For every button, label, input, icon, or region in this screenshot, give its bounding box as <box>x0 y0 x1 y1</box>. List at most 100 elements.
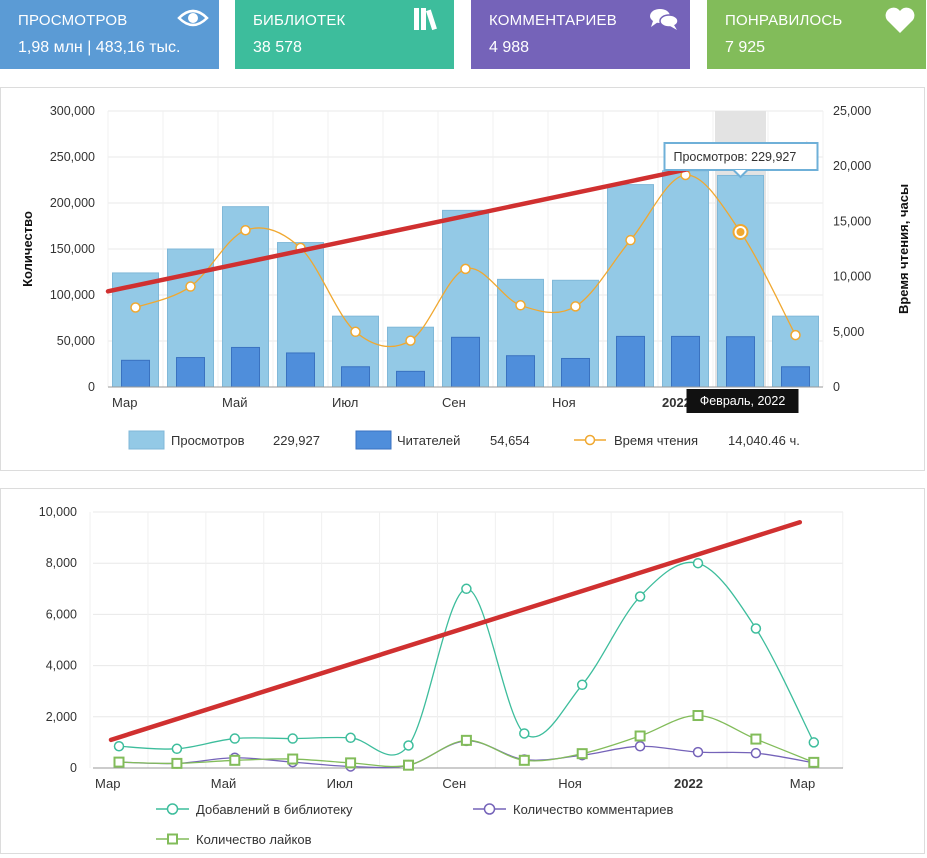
x-tick-label: Мар <box>790 776 815 791</box>
series-point <box>460 734 472 746</box>
point-reading-time <box>350 326 361 338</box>
x-tooltip-box <box>686 389 799 413</box>
bar-readers <box>451 336 480 388</box>
y2-axis-title: Время чтения, часы <box>896 184 911 314</box>
stat-tile-comments[interactable]: КОММЕНТАРИЕВ 4 988 <box>471 0 690 69</box>
x-tick-label: Мар <box>112 395 137 410</box>
stat-tile-likes[interactable]: ПОНРАВИЛОСЬ 7 925 <box>707 0 926 69</box>
stat-value: 4 988 <box>489 39 530 56</box>
point-reading-time <box>625 234 636 246</box>
bar-readers <box>231 346 260 388</box>
x-tick-label: Май <box>222 395 247 410</box>
x-tick-label: 2022 <box>674 776 703 791</box>
x-tick-label: Ноя <box>558 776 582 791</box>
legend-label: Время чтения <box>614 433 698 448</box>
legend-marker-reading-time <box>584 434 596 446</box>
legend-label: Количество комментариев <box>513 802 674 817</box>
series-point <box>750 623 762 634</box>
series-point <box>229 754 241 766</box>
y2-tick-label: 5,000 <box>833 325 864 339</box>
point-reading-time <box>130 302 141 313</box>
legend-swatch-readers <box>355 430 392 450</box>
x-tick-label: 2022 <box>662 395 691 410</box>
series-point <box>750 747 762 759</box>
y2-tick-label: 0 <box>833 380 840 394</box>
legend-label: Читателей <box>397 433 460 448</box>
series-point <box>171 757 183 769</box>
point-reading-time <box>240 224 251 236</box>
series-point <box>692 746 704 758</box>
series-point <box>634 730 646 742</box>
bar-readers <box>616 335 645 388</box>
y-tick-label: 200,000 <box>50 196 95 210</box>
y-tick-label: 250,000 <box>50 150 95 164</box>
tooltip-text: Просмотров: 229,927 <box>674 150 797 164</box>
heart-icon <box>885 7 915 33</box>
x-tick-label: Июл <box>332 395 358 410</box>
bar-readers <box>286 352 315 388</box>
x-tick-label: Мар <box>95 776 120 791</box>
y-tick-label: 0 <box>70 761 77 775</box>
series-point <box>461 583 472 595</box>
bar-readers <box>396 370 425 388</box>
y-tick-label: 4,000 <box>46 659 77 673</box>
legend-marker <box>167 833 178 845</box>
y-tick-label: 0 <box>88 380 95 394</box>
y2-tick-label: 20,000 <box>833 159 871 173</box>
trend-line <box>108 519 803 743</box>
series-point <box>113 740 125 752</box>
bar-readers <box>176 357 205 388</box>
series-point <box>634 740 646 752</box>
y2-tick-label: 15,000 <box>833 214 871 228</box>
x-tick-label: Июл <box>327 776 353 791</box>
bar-readers <box>671 335 700 388</box>
series-point <box>518 754 530 766</box>
series-point <box>692 557 704 569</box>
legend-label: Просмотров <box>171 433 245 448</box>
stat-value: 38 578 <box>253 39 302 56</box>
bar-readers <box>726 336 755 388</box>
y-tick-label: 300,000 <box>50 104 95 118</box>
books-icon <box>414 8 437 31</box>
bar-readers <box>121 359 150 388</box>
y2-tick-label: 25,000 <box>833 104 871 118</box>
stat-tile-libraries[interactable]: БИБЛИОТЕК 38 578 <box>235 0 454 69</box>
point-reading-time <box>790 329 801 341</box>
bar-readers <box>561 357 590 388</box>
stat-tile-views[interactable]: ПРОСМОТРОВ 1,98 млн | 483,16 тыс. <box>0 0 219 69</box>
series-point <box>345 757 357 769</box>
point-reading-time <box>405 335 416 346</box>
series-point <box>634 591 646 602</box>
y-axis-title: Количество <box>20 211 35 287</box>
legend-label: Добавлений в библиотеку <box>196 802 353 817</box>
activity-chart-panel: 0 2,000 4,000 6,000 8,000 10,000 Мар Май Июл Сен Н… <box>0 488 925 854</box>
series-point <box>287 753 299 765</box>
series-point <box>576 679 588 691</box>
legend-value: 14,040.46 ч. <box>728 433 800 448</box>
series-point <box>287 733 298 744</box>
stat-label: БИБЛИОТЕК <box>253 12 346 29</box>
stat-label: ПРОСМОТРОВ <box>18 12 128 29</box>
series-point <box>519 728 530 739</box>
x-tick-label: Ноя <box>552 395 576 410</box>
x-tick-label: Сен <box>442 776 466 791</box>
y-tick-label: 50,000 <box>57 334 95 348</box>
series-point <box>345 732 356 744</box>
stat-value: 7 925 <box>725 39 766 56</box>
activity-chart: 0 2,000 4,000 6,000 8,000 10,000 Мар Май Июл Сен Н… <box>39 505 844 847</box>
legend-marker <box>166 803 179 815</box>
eye-icon <box>177 9 209 27</box>
y-tick-label: 100,000 <box>50 288 95 302</box>
point-reading-time <box>460 263 471 275</box>
x-tick-label: Сен <box>442 395 466 410</box>
point-reading-time <box>185 281 196 292</box>
tooltip-pointer <box>732 169 749 179</box>
stat-label: ПОНРАВИЛОСЬ <box>725 12 843 29</box>
point-reading-time <box>515 300 526 311</box>
point-reading-time <box>570 301 581 312</box>
stat-value: 1,98 млн | 483,16 тыс. <box>18 39 181 56</box>
y-tick-label: 2,000 <box>46 710 77 724</box>
series-point <box>750 733 762 745</box>
legend-swatch-views <box>128 430 165 450</box>
y2-tick-label: 10,000 <box>833 270 871 284</box>
